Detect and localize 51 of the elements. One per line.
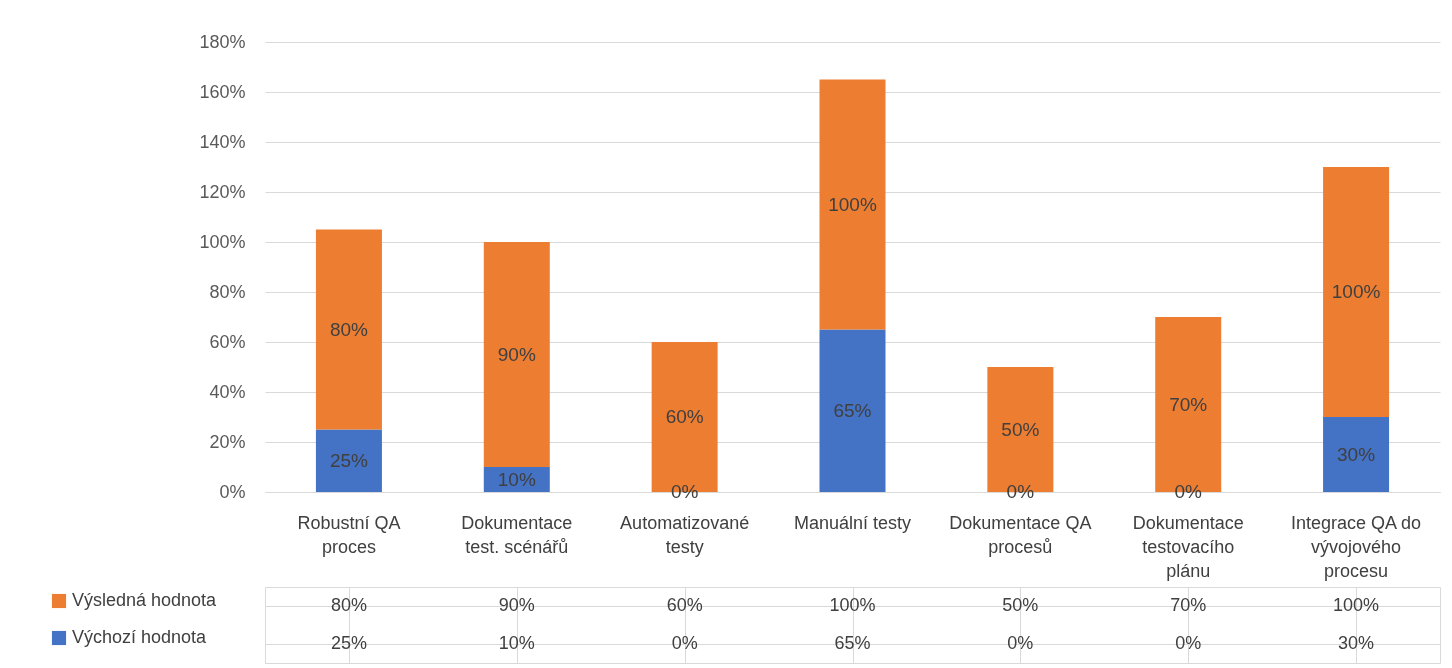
y-tick-label: 40% [209,381,246,402]
data-label: 70% [1170,595,1207,615]
x-tick-label: Integrace QA do vývojového procesu [1291,512,1422,581]
text: 100% [828,193,877,215]
x-tick-label: Dokumentace QA procesů [949,512,1092,557]
data-label: 90% [498,595,535,615]
data-label: 60% [666,595,703,615]
y-tick-label: 60% [209,331,246,352]
x-tick-label: Dokumentace test. scénářů [461,512,573,557]
bar [483,242,550,467]
data-label: 0% [1175,633,1202,653]
data-label: 25% [330,633,367,653]
text: 50% [1001,418,1040,440]
text: 65% [833,399,872,421]
data-label: 80% [330,595,367,615]
bar [819,329,886,492]
legend-label: Výchozí hodnota [72,627,208,647]
legend-label: Výsledná hodnota [72,590,218,610]
y-tick-label: 160% [199,81,246,102]
bar [315,229,382,430]
x-tick-label: Robustní QA proces [297,512,401,557]
data-label: 10% [498,633,535,653]
data-label: 50% [1002,595,1039,615]
text: 60% [665,406,704,427]
bar [315,429,382,492]
text: 30% [1337,443,1376,465]
y-tick-label: 120% [199,181,246,202]
text: 100% [1331,281,1381,302]
text: 70% [1169,393,1208,415]
text: 10% [497,468,536,490]
data-label: 100% [829,595,876,615]
data-label: 100% [1333,595,1380,615]
text: 80% [329,318,368,340]
y-tick-label: 180% [199,31,246,52]
x-tick-label: Dokumentace testovacího plánu [1132,512,1244,581]
bar [1323,417,1390,492]
x-tick-label: Automatizované testy [620,512,750,557]
data-label: 0% [671,633,698,653]
text: 90% [497,343,536,365]
y-tick-label: 20% [209,431,246,452]
data-label: 30% [1338,633,1375,653]
y-tick-label: 100% [199,231,246,252]
data-label: 65% [834,633,871,653]
y-tick-label: 0% [219,481,246,502]
bar [819,79,886,330]
data-label: 0% [1007,633,1034,653]
y-tick-label: 80% [209,281,246,302]
x-tick-label: Manuální testy [793,512,912,533]
text: 25% [329,449,368,471]
bar [1323,167,1390,417]
y-tick-label: 140% [199,131,246,152]
